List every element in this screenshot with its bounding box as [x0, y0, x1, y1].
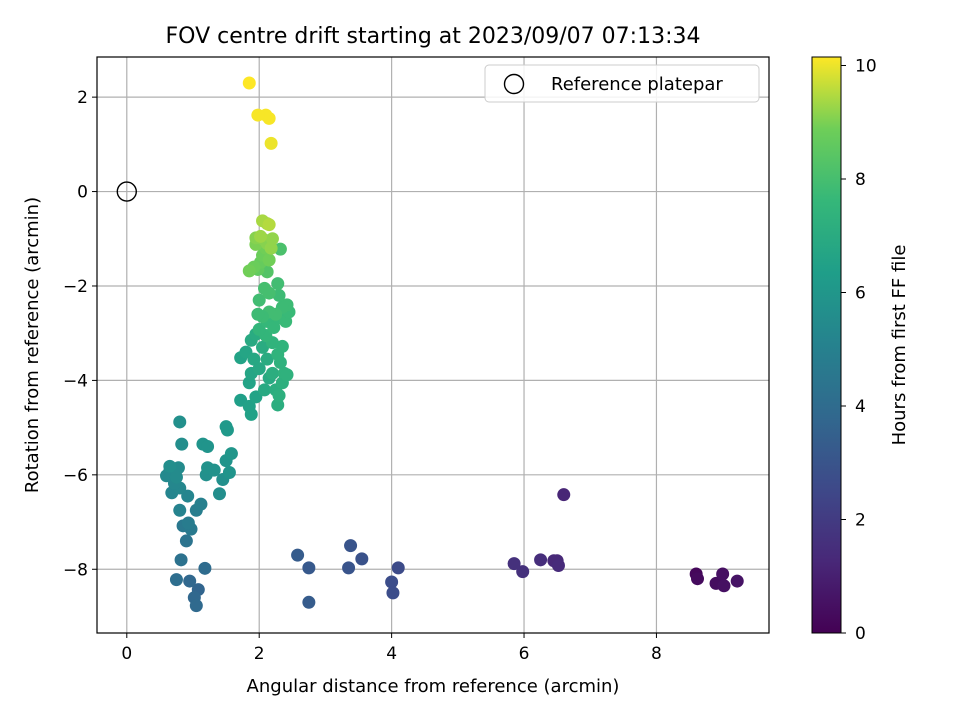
data-point [355, 552, 369, 566]
data-point [198, 561, 212, 575]
data-point [254, 229, 268, 243]
data-points [160, 76, 744, 613]
y-tick-label: −2 [63, 277, 88, 297]
data-point [260, 352, 274, 366]
x-tick-label: 6 [519, 644, 530, 664]
y-tick-label: −6 [63, 466, 88, 486]
data-point [219, 420, 233, 434]
data-point [252, 322, 266, 336]
data-point [249, 390, 263, 404]
data-point [251, 307, 265, 321]
colorbar-tick-label: 2 [855, 511, 866, 531]
data-point [716, 567, 730, 581]
data-point [252, 293, 266, 307]
x-tick-label: 0 [121, 644, 132, 664]
data-point [267, 321, 281, 335]
colorbar-tick-label: 4 [855, 397, 866, 417]
data-point [272, 288, 286, 302]
data-point [256, 340, 270, 354]
colorbar-label: Hours from first FF file [889, 245, 910, 446]
colorbar-tick-label: 8 [855, 170, 866, 190]
data-point [342, 561, 356, 575]
y-tick-label: −8 [63, 560, 88, 580]
data-point [262, 286, 276, 300]
y-axis-label: Rotation from reference (arcmin) [22, 197, 43, 493]
legend: Reference platepar [484, 64, 760, 103]
data-point [201, 440, 215, 454]
data-point [507, 557, 521, 571]
data-point [258, 383, 272, 397]
y-tick-label: 0 [77, 183, 88, 203]
data-point [242, 76, 256, 90]
data-point [302, 595, 316, 609]
data-point [181, 516, 195, 530]
y-axis-ticks: −8 −6 −4 −2 0 2 [63, 88, 97, 580]
data-point [275, 339, 289, 353]
data-point [189, 599, 203, 613]
data-point [264, 136, 278, 150]
data-point [730, 574, 744, 588]
data-point [386, 586, 400, 600]
reference-marker [116, 181, 137, 202]
legend-box [484, 64, 760, 103]
data-point [265, 366, 279, 380]
data-point [207, 463, 221, 477]
data-point [265, 232, 279, 246]
data-point [181, 489, 195, 503]
grid-lines [97, 57, 769, 633]
plot-frame [96, 56, 770, 634]
data-point [163, 459, 177, 473]
data-point [557, 488, 571, 502]
legend-entry-label: Reference platepar [551, 74, 723, 95]
chart-title: FOV centre drift starting at 2023/09/07 … [166, 24, 701, 49]
data-point [169, 573, 183, 587]
data-point [179, 534, 193, 548]
data-point [173, 415, 187, 429]
data-point [717, 579, 731, 593]
x-axis-label: Angular distance from reference (arcmin) [247, 676, 620, 697]
data-point [242, 264, 256, 278]
data-point [291, 548, 305, 562]
colorbar-tick-label: 10 [855, 57, 877, 77]
data-point [262, 218, 276, 232]
x-tick-label: 4 [386, 644, 397, 664]
data-point [174, 553, 188, 567]
data-point [690, 572, 704, 586]
x-tick-label: 8 [651, 644, 662, 664]
data-point [551, 558, 565, 572]
data-point [344, 539, 358, 553]
data-point [280, 368, 294, 382]
reference-point-icon [116, 181, 137, 202]
data-point [194, 497, 208, 511]
x-axis-ticks: 0 2 4 6 8 [121, 633, 662, 664]
y-tick-label: −4 [63, 371, 88, 391]
data-point [222, 465, 236, 479]
data-point [516, 565, 530, 579]
data-point [244, 407, 258, 421]
colorbar-ticks: 0 2 4 6 8 10 [841, 57, 877, 644]
data-point [175, 437, 189, 451]
data-point [183, 574, 197, 588]
data-point [252, 362, 266, 376]
data-point [385, 575, 399, 589]
data-point [272, 389, 286, 403]
data-point [224, 447, 238, 461]
data-point [251, 108, 265, 122]
data-point [212, 487, 226, 501]
data-point [534, 553, 548, 567]
data-point [247, 352, 261, 366]
y-tick-label: 2 [77, 88, 88, 108]
x-tick-label: 2 [254, 644, 265, 664]
data-point [302, 561, 316, 575]
data-point [173, 503, 187, 517]
data-point [262, 253, 276, 267]
colorbar [811, 56, 842, 634]
data-point [391, 561, 405, 575]
data-point [271, 277, 285, 291]
colorbar-tick-label: 6 [855, 284, 866, 304]
colorbar-tick-label: 0 [855, 624, 866, 644]
legend-marker-icon [503, 73, 525, 95]
